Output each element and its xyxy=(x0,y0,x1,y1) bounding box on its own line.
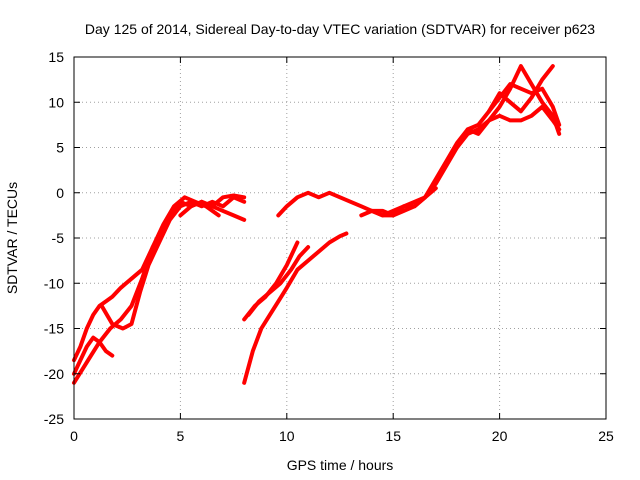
series-line-6 xyxy=(199,199,247,222)
x-tick-label: 20 xyxy=(492,428,508,444)
series-line-9 xyxy=(246,245,311,317)
series-line-10 xyxy=(276,186,438,218)
y-tick-label: 0 xyxy=(56,185,64,201)
series-line-14 xyxy=(455,64,562,150)
y-tick-label: 10 xyxy=(48,94,64,110)
y-tick-label: 15 xyxy=(48,49,64,65)
tick-labels: 0 5 10 15 20 25 -25 -20 -15 -10 -5 0 5 10 15 xyxy=(44,49,614,444)
x-tick-label: 0 xyxy=(70,428,78,444)
series-line-13 xyxy=(423,82,562,200)
series-line-7 xyxy=(242,231,349,385)
y-tick-label: -15 xyxy=(44,321,64,337)
y-tick-label: 5 xyxy=(56,140,64,156)
ticks xyxy=(73,56,607,420)
chart-title: Day 125 of 2014, Sidereal Day-to-day VTE… xyxy=(85,21,595,37)
series-line-2 xyxy=(72,195,221,385)
series-line-3 xyxy=(72,335,115,376)
y-tick-label: -25 xyxy=(44,411,64,427)
series-line-12 xyxy=(369,104,562,218)
x-tick-label: 25 xyxy=(598,428,614,444)
y-tick-label: -10 xyxy=(44,275,64,291)
y-axis-label: SDTVAR / TECUs xyxy=(4,182,20,294)
series-line-4 xyxy=(99,195,247,331)
y-tick-label: -20 xyxy=(44,366,64,382)
series-group xyxy=(72,64,562,385)
x-tick-label: 15 xyxy=(385,428,401,444)
series-line-15 xyxy=(487,64,555,114)
x-tick-label: 5 xyxy=(177,428,185,444)
x-tick-label: 10 xyxy=(279,428,295,444)
y-tick-label: -5 xyxy=(52,230,65,246)
x-axis-label: GPS time / hours xyxy=(287,457,394,473)
